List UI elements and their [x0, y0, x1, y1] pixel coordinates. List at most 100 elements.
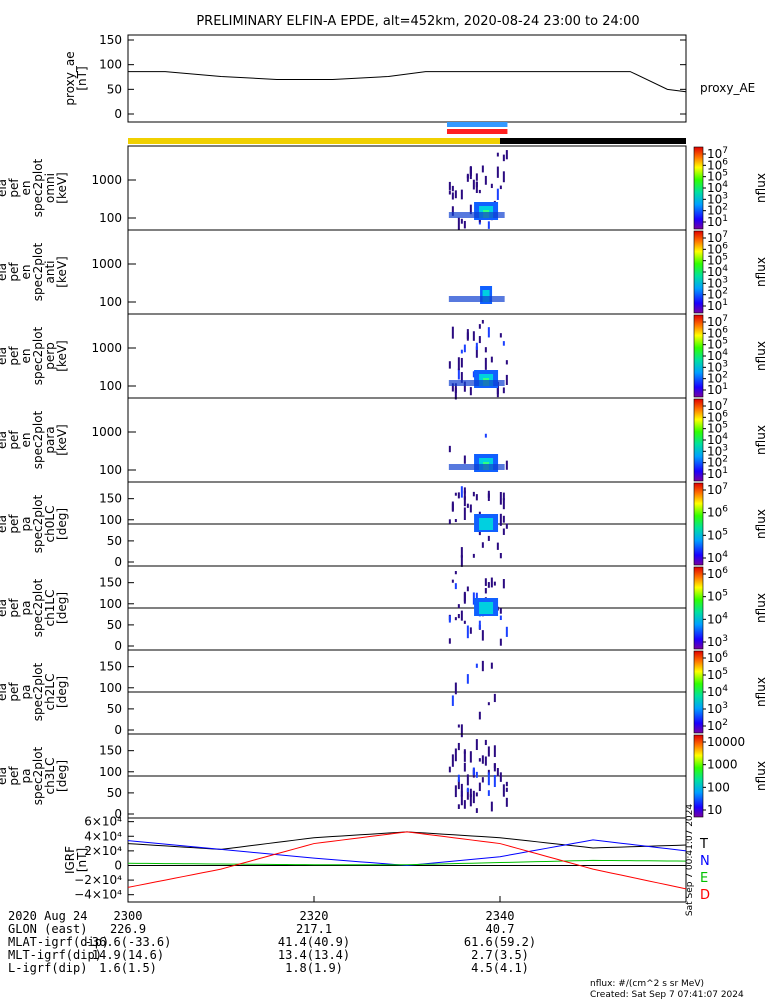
- spectrogram-pixel: [451, 192, 454, 200]
- spectrogram-pixel: [469, 166, 472, 174]
- y-axis-label: proxy_ae[nT]: [63, 51, 89, 105]
- spectrogram-pixel: [487, 490, 490, 498]
- spectrogram-pixel: [478, 336, 481, 344]
- spectrogram-pixel: [487, 702, 490, 706]
- colorbar-tick-label: 102: [707, 455, 728, 470]
- science-zone-bar: [446, 122, 508, 127]
- colorbar-tick-label: 105: [707, 253, 728, 268]
- side-timestamp: Sat Sep 7 00:41:07 2024: [685, 804, 695, 916]
- colorbar-tick-label: 103: [707, 359, 728, 374]
- footer-value: 2.7(3.5): [471, 948, 529, 962]
- spectrogram-pixel: [463, 455, 466, 464]
- footer-row-label: 2020 Aug 24: [8, 909, 87, 923]
- spectrogram-pixel: [496, 188, 499, 200]
- spectrogram-pixel: [493, 745, 496, 758]
- panel-ch0LC: elapefpaspec2plotch0LC[deg]1501005001071…: [0, 481, 768, 569]
- spectrogram-pixel: [481, 165, 484, 173]
- spectrogram-pixel: [466, 674, 469, 684]
- colorbar: 107 106 105 104 nflux: [693, 482, 768, 566]
- spectrogram-pixel: [484, 347, 487, 353]
- spectrogram-pixel: [490, 356, 493, 363]
- y-tick-label: 150: [99, 660, 122, 674]
- colorbar-tick-label: 104: [707, 264, 728, 279]
- spectrogram-pixel: [463, 487, 466, 494]
- spectrogram-pixel: [457, 217, 460, 231]
- spectrogram-pixel: [496, 768, 499, 777]
- colorbar-tick-label: 101: [707, 466, 728, 481]
- colorbar-tick-label: 101: [707, 214, 728, 229]
- spectrogram-pixel: [448, 181, 451, 190]
- spectrogram-pixel: [472, 179, 475, 190]
- spectrogram-core: [479, 518, 494, 530]
- spectrogram-pixel: [460, 357, 463, 368]
- spectrogram-pixel: [487, 769, 490, 775]
- colorbar-gradient: [693, 314, 704, 398]
- spectrogram-pixel: [481, 777, 484, 783]
- spectrogram-pixel: [454, 492, 457, 496]
- y-axis-label: elapefenspec2plotperp[keV]: [0, 326, 69, 385]
- spectrogram-pixel: [484, 433, 487, 438]
- spectrogram-pixel: [457, 779, 460, 790]
- spectrogram-pixel: [463, 593, 466, 602]
- y-tick-label: 100: [99, 463, 122, 477]
- spectrogram-pixel: [460, 783, 463, 797]
- spectrogram-pixel: [472, 592, 475, 605]
- spectrogram-pixel: [466, 789, 469, 800]
- spectrogram-pixel: [487, 746, 490, 757]
- spectrogram-pixel: [493, 581, 496, 586]
- spectrogram-pixel: [502, 528, 505, 535]
- y-tick-label: 150: [99, 33, 122, 47]
- spectrogram-pixel: [454, 748, 457, 762]
- spectrogram-pixel: [457, 742, 460, 751]
- spectrogram-pixel: [469, 204, 472, 215]
- colorbar: 106 105 104 103 nflux: [693, 566, 768, 650]
- spectrogram-pixel: [448, 615, 451, 623]
- spectrogram-pixel: [475, 173, 478, 181]
- spectrogram-pixel: [463, 496, 466, 507]
- y-tick-label: 50: [107, 786, 122, 800]
- spectrogram-pixel: [502, 387, 505, 394]
- colorbar-tick-label: 102: [707, 718, 728, 733]
- spectrogram-pixel: [463, 220, 466, 229]
- panel-proxy_ae: proxy_ae[nT] 150 100 50 0: [63, 33, 687, 123]
- colorbar-gradient: [693, 734, 704, 818]
- spectrogram-pixel: [475, 592, 478, 599]
- spectrogram-pixel: [472, 371, 475, 378]
- spectrogram-pixel: [487, 582, 490, 588]
- spectrogram-pixel: [484, 756, 487, 766]
- colorbar-tick-label: 107: [707, 482, 728, 497]
- footer-value: 1.8(1.9): [285, 961, 343, 975]
- panel-frame: [127, 397, 687, 483]
- spectrogram-pixel: [478, 620, 481, 630]
- spectrogram-pixel: [448, 766, 451, 773]
- colorbar-tick-label: 105: [707, 667, 728, 682]
- colorbar-tick-label: 104: [707, 432, 728, 447]
- colorbar-tick-label: 104: [707, 611, 728, 626]
- y-tick-label: 150: [99, 576, 122, 590]
- spectrogram-pixel: [502, 492, 505, 501]
- colorbar-tick-label: 106: [707, 409, 728, 424]
- y-tick-label: 50: [107, 534, 122, 548]
- colorbar-tick-label: 106: [707, 157, 728, 172]
- panel-frame: [127, 817, 687, 903]
- colorbar-tick-label: 101: [707, 382, 728, 397]
- spectrogram-pixel: [487, 772, 490, 786]
- colorbar-tick-label: 103: [707, 275, 728, 290]
- y-tick-label: 1000: [91, 425, 122, 439]
- spectrogram-pixel: [472, 553, 475, 558]
- colorbar-tick-label: 102: [707, 287, 728, 302]
- spectrogram-pixel: [499, 185, 502, 190]
- spectrogram-pixel: [493, 763, 496, 769]
- colorbar-tick-label: 103: [707, 443, 728, 458]
- spectrogram-pixel: [481, 319, 484, 324]
- y-axis-label: elapefpaspec2plotch3LC[deg]: [0, 746, 69, 805]
- y-axis-label: IGRF[nT]: [63, 846, 89, 874]
- panel-frame: [127, 145, 687, 231]
- spectrogram-pixel: [475, 792, 478, 797]
- spectrogram-pixel: [475, 739, 478, 751]
- colorbar-tick-label: 10000: [707, 735, 745, 749]
- spectrogram-pixel: [481, 630, 484, 641]
